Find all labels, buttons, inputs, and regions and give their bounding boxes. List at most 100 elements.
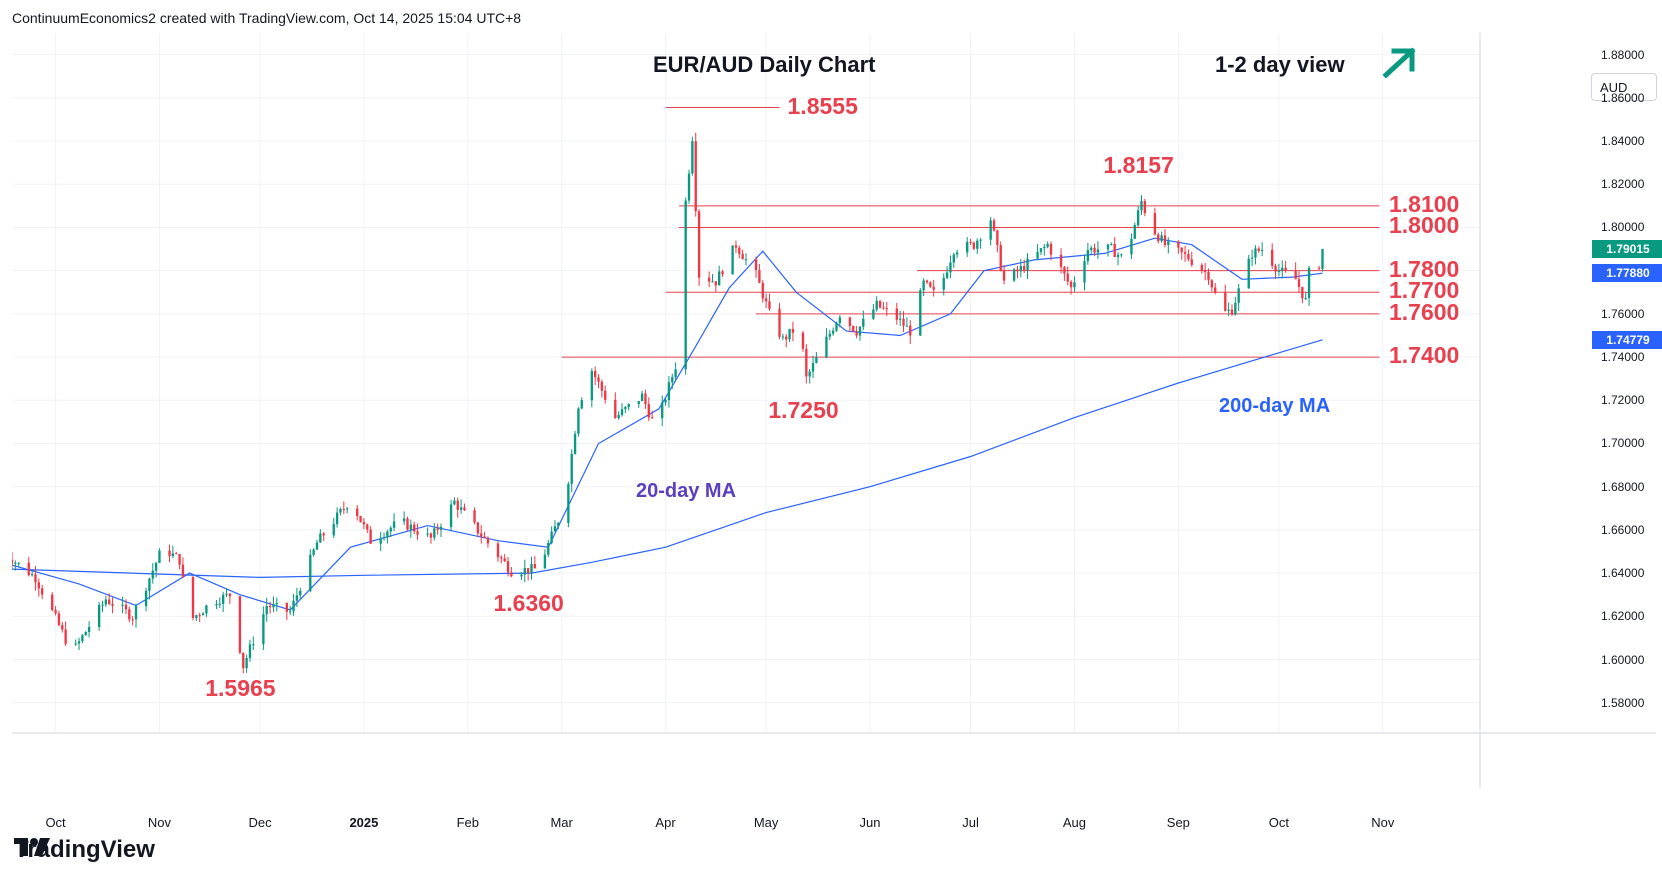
candle	[131, 615, 134, 626]
candle	[640, 390, 644, 402]
candle	[366, 523, 369, 534]
candle	[205, 604, 208, 617]
candle	[242, 652, 245, 674]
candle	[1036, 244, 1039, 261]
candle	[17, 562, 20, 568]
candle	[919, 287, 922, 337]
currency-selector[interactable]: AUD	[1591, 73, 1657, 101]
y-tick-label: 1.88000	[1601, 47, 1645, 62]
candle	[64, 621, 67, 646]
candle	[262, 606, 265, 651]
candle	[453, 497, 456, 506]
candle	[1187, 249, 1190, 262]
candle	[379, 531, 382, 552]
candle	[526, 568, 530, 581]
footer-brand[interactable]: TradingView	[14, 836, 155, 864]
candle	[697, 209, 701, 286]
candle	[744, 253, 748, 266]
candle	[768, 293, 771, 311]
candle	[620, 403, 624, 417]
candle	[945, 266, 949, 280]
candle	[979, 237, 982, 249]
y-tick-label: 1.64000	[1601, 566, 1645, 581]
candle	[875, 296, 878, 312]
candle	[1110, 242, 1113, 246]
y-tick-label: 1.82000	[1601, 177, 1645, 192]
candle	[356, 504, 359, 521]
candle	[530, 556, 533, 580]
candle	[228, 593, 232, 604]
candle	[694, 132, 697, 217]
candle	[1271, 243, 1274, 269]
candle	[1157, 232, 1160, 244]
candle	[1039, 247, 1043, 256]
candle	[1106, 244, 1110, 257]
candle	[101, 600, 104, 613]
y-tick-label: 1.86000	[1601, 90, 1645, 105]
candle	[74, 639, 77, 646]
candlestick-chart[interactable]	[12, 33, 1656, 828]
candle	[1234, 296, 1237, 316]
candle	[550, 526, 553, 545]
candle	[674, 362, 677, 383]
candle	[825, 328, 828, 359]
candle	[61, 622, 64, 633]
candle	[567, 481, 570, 528]
candle	[1153, 207, 1157, 236]
candle	[37, 578, 40, 597]
candle	[178, 553, 181, 570]
candle	[614, 392, 617, 419]
candle	[637, 400, 640, 408]
candle	[1250, 249, 1254, 267]
candle	[781, 333, 785, 341]
tradingview-logo-icon	[14, 838, 50, 856]
chart-credit: ContinuumEconomics2 created with Trading…	[12, 10, 522, 26]
candle	[124, 599, 128, 615]
y-tick-label: 1.74000	[1601, 350, 1645, 365]
candle	[932, 279, 935, 297]
candle	[664, 397, 667, 406]
candle	[87, 621, 91, 638]
level-label: 1.7400	[1389, 342, 1460, 369]
price-tag: 1.74779	[1592, 331, 1662, 350]
candle	[201, 612, 205, 616]
y-tick-label: 1.60000	[1601, 652, 1645, 667]
candle	[761, 280, 764, 303]
candle	[272, 596, 275, 613]
candle	[402, 511, 406, 525]
x-tick-label: Apr	[655, 815, 676, 830]
candle	[40, 584, 44, 600]
chart-area[interactable]: EUR/AUD Daily Chart 1-2 day view AUD 1.8…	[12, 33, 1662, 830]
candle	[667, 376, 671, 408]
candle	[969, 238, 972, 246]
candle	[1167, 237, 1170, 254]
candle	[1183, 245, 1187, 262]
candle	[520, 571, 523, 581]
candle	[547, 539, 550, 558]
candle	[386, 529, 389, 544]
candle	[523, 559, 526, 583]
candle	[322, 532, 325, 542]
candle	[275, 597, 278, 612]
candle	[426, 527, 429, 537]
candle	[382, 532, 386, 541]
candle	[409, 519, 413, 538]
candle	[369, 526, 372, 544]
candle	[1274, 263, 1277, 280]
candle	[195, 614, 198, 622]
y-tick-label: 1.72000	[1601, 393, 1645, 408]
candle	[942, 273, 945, 296]
candle	[1207, 268, 1210, 285]
y-tick-label: 1.84000	[1601, 134, 1645, 149]
candle	[225, 588, 228, 598]
candle	[252, 636, 255, 651]
candle	[976, 238, 979, 254]
candle	[312, 548, 315, 557]
candle	[557, 521, 560, 530]
candle	[34, 566, 37, 591]
candle	[1260, 242, 1264, 257]
candle	[650, 410, 654, 419]
candle	[1066, 266, 1069, 286]
candle	[905, 317, 909, 327]
candle	[154, 561, 158, 578]
